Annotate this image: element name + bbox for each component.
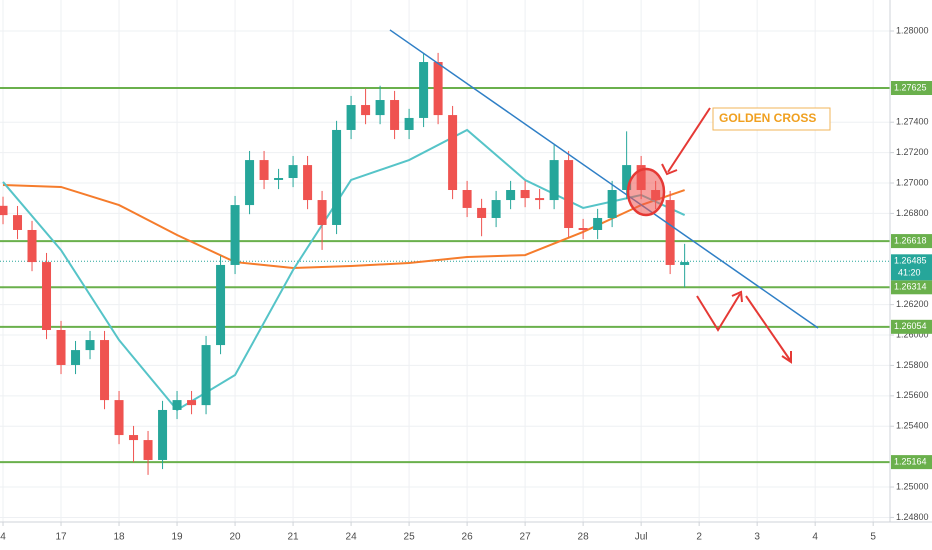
candle-body [288,165,298,179]
candle-body [564,160,574,229]
x-tick-label: 5 [870,532,876,543]
candle-body [158,409,168,460]
candle-body [477,207,487,218]
x-tick-label: 19 [171,532,183,543]
candle-body [0,205,8,216]
candle-body [100,340,110,401]
candle-body [129,435,139,441]
candle-body [448,115,458,191]
level-label-box [891,319,932,334]
candle-body [549,160,559,201]
moving-average [2,128,686,412]
y-tick-label: 1.25600 [896,390,929,400]
x-tick-label: 4 [812,532,818,543]
candle-body [390,100,400,130]
candle-body [535,198,545,201]
y-tick-label: 1.25400 [896,421,929,431]
candle-body [375,100,385,116]
candle-body [187,400,197,406]
y-tick-label: 1.28000 [896,25,929,35]
y-tick-label: 1.26800 [896,208,929,218]
candle-body [491,200,501,218]
candle-body [85,340,95,351]
candle-body [361,105,371,116]
arrows [661,107,792,364]
candle-body [259,160,269,180]
x-tick-label: 2 [696,532,702,543]
candle-body [607,190,617,218]
y-tick-label: 1.25000 [896,481,929,491]
last-price-label: 1.26485 [894,256,927,266]
level-label: 1.25164 [894,456,927,466]
level-label-box [891,234,932,249]
y-tick-label: 1.27200 [896,147,929,157]
x-tick-label: 20 [229,532,241,543]
candle-body [433,62,443,116]
x-tick-label: 26 [462,532,474,543]
candle-body [665,200,675,265]
y-tick-label: 1.27400 [896,117,929,127]
y-tick-label: 1.27000 [896,177,929,187]
x-tick-label: 3 [754,532,760,543]
candle-body [216,264,226,346]
annotation: GOLDEN CROSS [719,111,816,125]
x-tick-label: 24 [346,532,358,543]
y-tick-label: 1.26000 [896,329,929,339]
x-tick-label: 25 [404,532,416,543]
candle-body [346,105,356,130]
level-label-box [891,280,932,295]
level-label: 1.27625 [894,82,927,92]
x-tick-label: 27 [520,532,532,543]
candle-body [114,400,124,436]
level-label: 1.26618 [894,235,927,245]
x-tick-label: 21 [288,532,300,543]
y-tick-label: 1.24800 [896,512,929,522]
last-price-box [891,254,932,281]
candle-body [201,345,211,406]
plot [0,29,890,475]
candle-body [419,62,429,118]
x-tick-label: 18 [113,532,125,543]
level-label-box [891,81,932,96]
candle-body [172,400,182,410]
candle-body [27,229,37,263]
candle-body [520,190,530,199]
candle-body [506,190,516,201]
candle-body [578,228,588,230]
candle-body [245,160,255,206]
annotation-box [712,107,831,131]
candle-body [143,440,153,460]
trendline [389,29,819,329]
candle-body [317,200,327,225]
x-tick-label: Jul [635,532,648,543]
candle-body [593,217,603,230]
x-tick-label: 17 [55,532,67,543]
candle-body [332,129,342,225]
y-tick-label: 1.26200 [896,299,929,309]
candle-body [71,350,81,365]
highlight-circle [626,167,666,217]
candle-body [42,262,52,331]
level-label: 1.26314 [894,282,927,292]
countdown: 41:20 [898,268,921,278]
axes: 4 17 18 19 20 21 24 25 26 27 28 Jul 2 3 4 5 1.28000 1.274… [0,25,932,543]
candle-body [274,178,284,180]
x-tick-label: 28 [578,532,590,543]
candle-body [462,190,472,208]
candle-body [13,215,23,230]
candle-body [230,205,240,265]
level-label-box [891,455,932,470]
y-tick-label: 1.25800 [896,360,929,370]
candle-body [56,330,66,365]
candle-body [680,262,690,265]
x-tick-label: 4 [0,532,6,543]
candle-body [303,165,313,201]
level-label: 1.26054 [894,321,927,331]
candle-body [622,165,632,191]
candle-body [404,117,414,130]
